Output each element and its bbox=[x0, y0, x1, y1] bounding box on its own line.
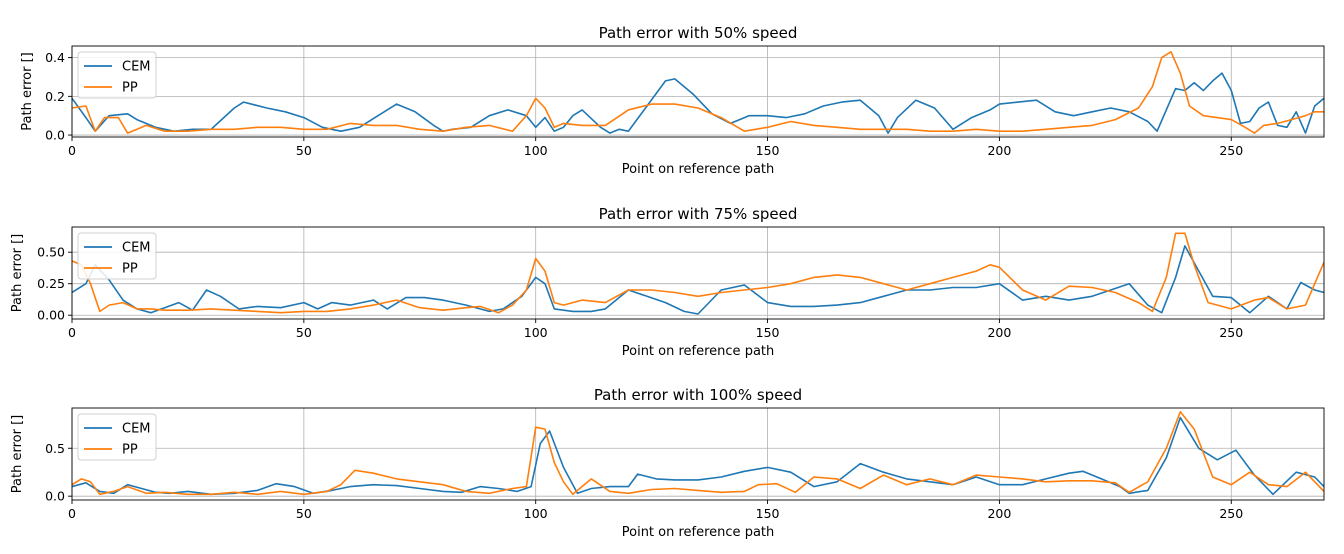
x-tick-label: 50 bbox=[296, 325, 312, 340]
chart-1: 0 50 100 150 200 250 0.0 0.2 0.4 Path error with … bbox=[20, 24, 1325, 177]
x-tick-label: 100 bbox=[524, 506, 548, 521]
x-tick-label: 250 bbox=[1219, 143, 1243, 158]
legend-label-cem: CEM bbox=[122, 422, 151, 437]
x-tick-label: 250 bbox=[1219, 325, 1243, 340]
chart-2: 0 50 100 150 200 250 0.00 0.25 0.50 Path error wi… bbox=[10, 205, 1325, 359]
x-tick-label: 100 bbox=[524, 325, 548, 340]
y-tick-label: 0.4 bbox=[45, 50, 65, 65]
chart-title: Path error with 100% speed bbox=[594, 386, 802, 404]
x-tick-label: 0 bbox=[68, 143, 76, 158]
axes-frame bbox=[71, 407, 1325, 501]
y-tick-label: 0.00 bbox=[37, 308, 65, 323]
legend-label-pp: PP bbox=[122, 81, 138, 96]
y-axis-label: Path error [] bbox=[10, 234, 25, 312]
x-tick-label: 150 bbox=[756, 143, 780, 158]
chart-title: Path error with 50% speed bbox=[599, 24, 798, 42]
y-tick-label: 0.0 bbox=[45, 128, 65, 143]
x-tick-label: 50 bbox=[296, 143, 312, 158]
x-tick-label: 0 bbox=[68, 325, 76, 340]
legend-label-cem: CEM bbox=[122, 60, 151, 75]
y-axis-label: Path error [] bbox=[10, 415, 25, 493]
y-tick-label: 0.25 bbox=[37, 276, 65, 291]
x-tick-label: 150 bbox=[756, 506, 780, 521]
y-axis-label: Path error [] bbox=[20, 52, 35, 130]
series-line-cem bbox=[72, 245, 1324, 315]
legend-label-pp: PP bbox=[122, 262, 138, 277]
x-tick-label: 200 bbox=[987, 325, 1011, 340]
x-tick-label: 200 bbox=[987, 506, 1011, 521]
series-line-pp bbox=[72, 410, 1324, 496]
series-line-cem bbox=[72, 416, 1324, 496]
legend: CEM PP bbox=[77, 232, 157, 280]
axes-frame bbox=[71, 45, 1325, 138]
chart-title: Path error with 75% speed bbox=[599, 205, 798, 223]
series-line-pp bbox=[72, 232, 1324, 314]
x-axis-label: Point on reference path bbox=[622, 344, 775, 359]
x-tick-label: 150 bbox=[756, 325, 780, 340]
legend: CEM PP bbox=[77, 413, 157, 461]
y-tick-label: 0.50 bbox=[37, 245, 65, 260]
x-axis-label: Point on reference path bbox=[622, 525, 775, 540]
x-axis-label: Point on reference path bbox=[622, 162, 775, 177]
x-tick-label: 200 bbox=[987, 143, 1011, 158]
series-line-pp bbox=[72, 50, 1324, 134]
chart-3: 0 50 100 150 200 250 0.0 0.5 Path error with 100… bbox=[10, 386, 1325, 540]
legend-label-cem: CEM bbox=[122, 241, 151, 256]
series-line-cem bbox=[72, 72, 1324, 134]
x-tick-label: 0 bbox=[68, 506, 76, 521]
axes-frame bbox=[71, 226, 1325, 320]
x-tick-label: 100 bbox=[524, 143, 548, 158]
x-tick-label: 50 bbox=[296, 506, 312, 521]
x-tick-label: 250 bbox=[1219, 506, 1243, 521]
y-tick-label: 0.0 bbox=[45, 489, 65, 504]
legend-label-pp: PP bbox=[122, 443, 138, 458]
legend: CEM PP bbox=[77, 51, 157, 99]
y-tick-label: 0.2 bbox=[45, 89, 65, 104]
y-tick-label: 0.5 bbox=[45, 441, 65, 456]
